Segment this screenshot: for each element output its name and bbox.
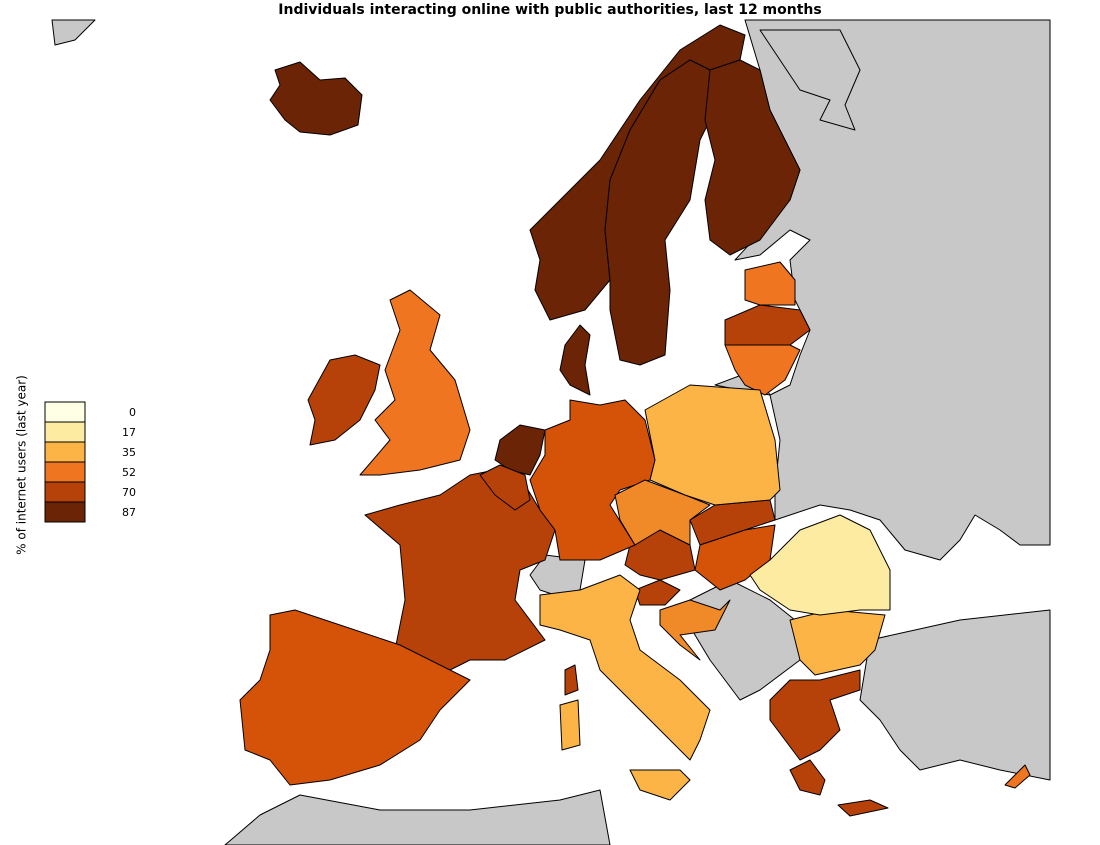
region-grey <box>859 609 1051 781</box>
legend-label: 52 <box>122 466 136 479</box>
region <box>564 664 579 696</box>
region <box>529 399 656 561</box>
region <box>1004 764 1031 789</box>
map-shapes <box>51 19 1051 845</box>
region <box>239 609 471 786</box>
region <box>744 261 796 306</box>
legend-label: 87 <box>122 506 136 519</box>
region <box>559 699 581 751</box>
legend-swatch <box>44 421 86 443</box>
region-grey <box>51 19 96 46</box>
region-grey <box>759 29 861 131</box>
region <box>659 599 731 661</box>
region <box>724 344 801 396</box>
legend-swatch <box>44 401 86 423</box>
region <box>769 669 861 761</box>
region <box>359 289 471 476</box>
region <box>704 59 801 256</box>
region <box>694 524 776 591</box>
region <box>604 59 716 366</box>
legend-label: 35 <box>122 446 136 459</box>
region <box>644 384 781 506</box>
legend: 0 17 35 52 70 87 <box>44 401 136 523</box>
region <box>614 479 711 546</box>
region <box>494 424 546 476</box>
region <box>749 514 891 616</box>
region <box>837 799 889 817</box>
map-title: Individuals interacting online with publ… <box>278 2 821 18</box>
legend-swatch <box>44 501 86 523</box>
region-grey <box>224 789 611 845</box>
legend-label: 17 <box>122 426 136 439</box>
legend-label: 70 <box>122 486 136 499</box>
region <box>479 464 531 511</box>
region-grey <box>734 19 1051 561</box>
region <box>559 324 591 396</box>
region <box>789 759 826 796</box>
region <box>634 579 681 606</box>
region <box>539 574 711 761</box>
legend-label: 0 <box>129 406 136 419</box>
region <box>269 61 363 136</box>
legend-swatch <box>44 481 86 503</box>
region <box>629 769 691 801</box>
region <box>307 354 381 446</box>
legend-title: % of internet users (last year) <box>15 375 29 555</box>
region <box>724 304 811 346</box>
legend-swatch <box>44 441 86 463</box>
legend-swatch <box>44 461 86 483</box>
